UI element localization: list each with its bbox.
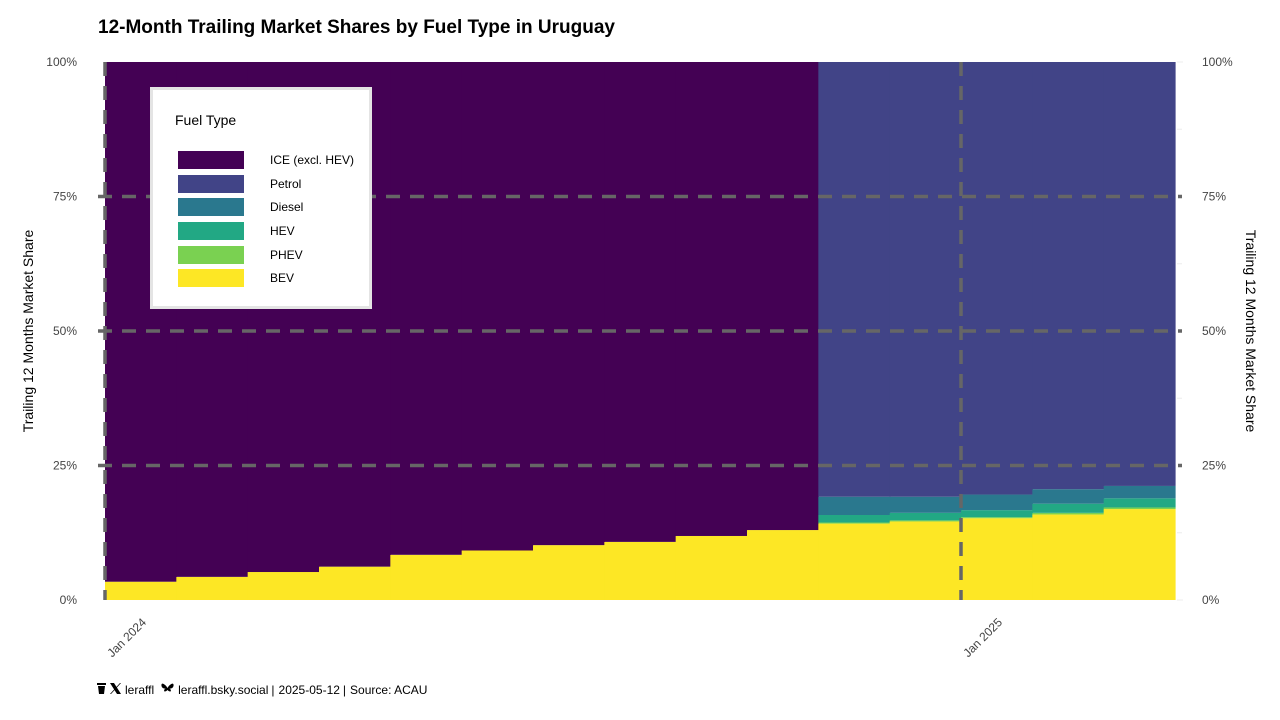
- y-tick-label-left: 75%: [53, 190, 77, 204]
- y-tick-label-left: 0%: [60, 593, 78, 607]
- legend-swatch-diesel: [178, 198, 244, 216]
- bar-segment-diesel: [1032, 489, 1105, 504]
- legend-item-ice: ICE (excl. HEV): [178, 151, 368, 169]
- bar-segment-phev: [1103, 507, 1176, 510]
- legend-item-phev: PHEV: [178, 246, 368, 264]
- footer-bsky-handle[interactable]: leraffl.bsky.social: [178, 683, 269, 697]
- bar-segment-hev: [818, 514, 891, 523]
- bar-segment-diesel: [1103, 485, 1176, 499]
- bar-segment-ice-excl-hev: [533, 62, 605, 546]
- coffee-icon[interactable]: [97, 683, 106, 697]
- footer-x-handle[interactable]: leraffl: [125, 683, 155, 697]
- bar-segment-bev: [176, 576, 249, 600]
- footer: leraffl leraffl.bsky.social | 2025-05-12…: [97, 683, 427, 697]
- legend-label-bev: BEV: [270, 271, 295, 285]
- bar-segment-petrol: [1032, 62, 1105, 490]
- bar-segment-petrol: [889, 62, 962, 497]
- chart-bars: [105, 62, 1176, 600]
- bar-segment-diesel: [818, 496, 891, 515]
- y-tick-label-right: 25%: [1202, 459, 1226, 473]
- x-tick-label: Jan 2024: [104, 615, 149, 660]
- y-tick-label-left: 50%: [53, 324, 77, 338]
- bar-segment-bev: [319, 566, 391, 600]
- bar-segment-bev: [461, 550, 534, 600]
- legend-label-diesel: Diesel: [270, 200, 304, 214]
- y-tick-label-right: 50%: [1202, 324, 1226, 338]
- footer-date: 2025-05-12: [278, 683, 340, 697]
- bar-segment-diesel: [961, 494, 1033, 511]
- legend-label-ice: ICE (excl. HEV): [270, 153, 355, 167]
- y-axis-title-left: Trailing 12 Months Market Share: [20, 230, 36, 433]
- butterfly-icon[interactable]: [161, 683, 174, 697]
- legend-label-petrol: Petrol: [270, 177, 302, 191]
- bar-segment-phev: [818, 522, 891, 524]
- bar-segment-bev: [1032, 514, 1105, 600]
- y-tick-label-right: 100%: [1202, 55, 1233, 69]
- legend-swatch-bev: [178, 269, 244, 287]
- bar-segment-phev: [961, 517, 1033, 519]
- bar-segment-bev: [889, 521, 962, 600]
- legend-item-petrol: Petrol: [178, 175, 368, 193]
- legend-label-hev: HEV: [270, 224, 295, 238]
- legend-swatch-ice: [178, 151, 244, 169]
- y-tick-label-left: 25%: [53, 459, 77, 473]
- chart-title: 12-Month Trailing Market Shares by Fuel …: [98, 17, 615, 38]
- bar-segment-ice-excl-hev: [461, 62, 534, 551]
- legend-swatch-petrol: [178, 175, 244, 193]
- legend-swatch-phev: [178, 246, 244, 264]
- y-tick-label-right: 75%: [1202, 190, 1226, 204]
- footer-separator: |: [271, 683, 275, 697]
- footer-source: Source: ACAU: [350, 683, 428, 697]
- legend-item-hev: HEV: [178, 222, 368, 240]
- bar-segment-hev: [961, 510, 1033, 518]
- y-axis-title-right: Trailing 12 Months Market Share: [1243, 230, 1259, 433]
- y-tick-label-left: 100%: [46, 55, 77, 69]
- bar-segment-bev: [747, 530, 819, 600]
- bar-segment-bev: [247, 572, 320, 600]
- bar-segment-bev: [1103, 509, 1176, 600]
- legend: Fuel Type ICE (excl. HEV) Petrol Diesel …: [150, 87, 372, 309]
- x-logo-icon[interactable]: [110, 683, 121, 697]
- bar-segment-petrol: [961, 62, 1033, 495]
- bar-segment-bev: [533, 545, 605, 600]
- bar-segment-bev: [818, 523, 891, 600]
- footer-separator: |: [342, 683, 347, 697]
- legend-item-diesel: Diesel: [178, 198, 368, 216]
- bar-segment-ice-excl-hev: [747, 62, 819, 531]
- legend-title: Fuel Type: [175, 112, 237, 128]
- bar-segment-petrol: [1103, 62, 1176, 486]
- bar-segment-phev: [1032, 512, 1105, 515]
- bar-segment-bev: [105, 581, 177, 600]
- bar-segment-bev: [961, 518, 1033, 600]
- bar-segment-hev: [889, 512, 962, 521]
- bar-segment-ice-excl-hev: [390, 62, 463, 555]
- legend-item-bev: BEV: [178, 269, 368, 287]
- bar-segment-hev: [1103, 498, 1176, 508]
- bar-segment-bev: [604, 541, 677, 600]
- legend-swatch-hev: [178, 222, 244, 240]
- x-tick-label: Jan 2025: [960, 615, 1005, 660]
- bar-segment-bev: [675, 535, 748, 600]
- bar-segment-ice-excl-hev: [604, 62, 677, 542]
- bar-segment-phev: [889, 520, 962, 522]
- bar-segment-bev: [390, 554, 463, 600]
- bar-segment-ice-excl-hev: [675, 62, 748, 536]
- bar-segment-petrol: [818, 62, 891, 497]
- legend-label-phev: PHEV: [270, 248, 303, 262]
- bar-segment-diesel: [889, 496, 962, 513]
- y-tick-label-right: 0%: [1202, 593, 1220, 607]
- bar-segment-hev: [1032, 503, 1105, 513]
